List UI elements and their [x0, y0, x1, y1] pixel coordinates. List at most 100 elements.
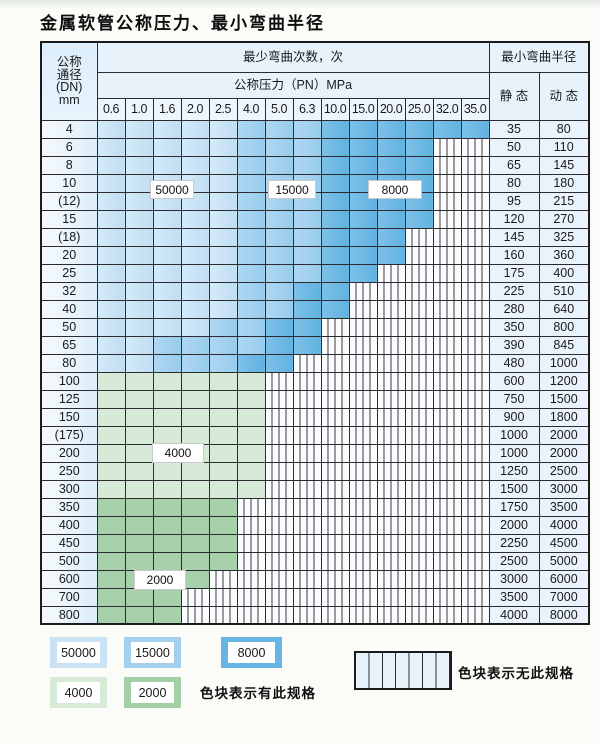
spec-cell — [236, 155, 266, 175]
spec-cell — [432, 605, 462, 625]
spec-cell — [208, 371, 238, 391]
spec-cell — [460, 245, 490, 265]
dynamic-value: 2500 — [538, 461, 590, 481]
spec-cell — [152, 425, 182, 445]
static-value: 1500 — [488, 479, 540, 499]
static-value: 160 — [488, 245, 540, 265]
spec-cell — [96, 281, 126, 301]
legend-has-spec-text: 色块表示有此规格 — [200, 686, 316, 701]
spec-cell — [404, 479, 434, 499]
spec-cell — [348, 587, 378, 607]
static-value: 480 — [488, 353, 540, 373]
spec-cell — [236, 227, 266, 247]
legend-swatch-label: 2000 — [131, 682, 174, 703]
spec-cell — [404, 155, 434, 175]
spec-cell — [292, 209, 322, 229]
spec-cell — [292, 155, 322, 175]
spec-cell — [152, 137, 182, 157]
static-value: 2000 — [488, 515, 540, 535]
spec-cell — [376, 335, 406, 355]
spec-cell — [376, 497, 406, 517]
dn-label: 800 — [40, 605, 98, 625]
spec-cell — [264, 587, 294, 607]
spec-cell — [180, 119, 210, 139]
spec-cell — [404, 407, 434, 427]
dn-label: 65 — [40, 335, 98, 355]
dn-label: 10 — [40, 173, 98, 193]
overlay-label-50000: 50000 — [150, 180, 194, 199]
spec-cell — [236, 263, 266, 283]
spec-cell — [348, 371, 378, 391]
spec-cell — [292, 569, 322, 589]
spec-cell — [432, 245, 462, 265]
spec-cell — [292, 497, 322, 517]
spec-cell — [292, 479, 322, 499]
spec-cell — [152, 551, 182, 571]
spec-cell — [208, 227, 238, 247]
static-value: 225 — [488, 281, 540, 301]
spec-cell — [180, 569, 210, 589]
dn-label: 6 — [40, 137, 98, 157]
spec-cell — [152, 407, 182, 427]
dynamic-value: 145 — [538, 155, 590, 175]
spec-cell — [152, 227, 182, 247]
spec-cell — [152, 155, 182, 175]
dynamic-value: 6000 — [538, 569, 590, 589]
spec-cell — [460, 551, 490, 571]
dn-label: 20 — [40, 245, 98, 265]
spec-cell — [208, 353, 238, 373]
spec-cell — [264, 299, 294, 319]
spec-cell — [208, 281, 238, 301]
spec-cell — [460, 389, 490, 409]
spec-cell — [292, 245, 322, 265]
spec-cell — [320, 335, 350, 355]
dynamic-value: 3000 — [538, 479, 590, 499]
spec-cell — [236, 245, 266, 265]
spec-cell — [236, 407, 266, 427]
spec-cell — [152, 335, 182, 355]
spec-cell — [152, 119, 182, 139]
spec-cell — [124, 515, 154, 535]
table-row: 200 1000 2000 — [40, 443, 590, 463]
spec-cell — [124, 479, 154, 499]
spec-cell — [348, 425, 378, 445]
spec-cell — [460, 155, 490, 175]
spec-cell — [152, 317, 182, 337]
pressure-value: 1.0 — [124, 97, 154, 121]
dynamic-value: 1000 — [538, 353, 590, 373]
table-row: 300 1500 3000 — [40, 479, 590, 499]
static-value: 120 — [488, 209, 540, 229]
spec-cell — [236, 389, 266, 409]
spec-cell — [208, 407, 238, 427]
spec-cell — [236, 209, 266, 229]
spec-cell — [320, 479, 350, 499]
spec-cell — [292, 443, 322, 463]
spec-cell — [124, 443, 154, 463]
spec-cell — [264, 245, 294, 265]
spec-cell — [208, 551, 238, 571]
static-value: 1000 — [488, 425, 540, 445]
spec-cell — [236, 353, 266, 373]
spec-cell — [432, 137, 462, 157]
spec-cell — [460, 569, 490, 589]
spec-cell — [460, 191, 490, 211]
spec-cell — [292, 371, 322, 391]
spec-cell — [96, 479, 126, 499]
spec-cell — [236, 335, 266, 355]
pressure-value: 1.6 — [152, 97, 182, 121]
spec-cell — [264, 137, 294, 157]
spec-cell — [292, 119, 322, 139]
legend-swatch-label: 50000 — [57, 642, 100, 663]
spec-cell — [432, 299, 462, 319]
spec-cell — [460, 317, 490, 337]
spec-cell — [320, 227, 350, 247]
spec-cell — [124, 155, 154, 175]
dn-label: 300 — [40, 479, 98, 499]
spec-cell — [124, 371, 154, 391]
spec-cell — [264, 227, 294, 247]
table-row: 32 225 510 — [40, 281, 590, 301]
spec-cell — [124, 245, 154, 265]
spec-cell — [208, 605, 238, 625]
dynamic-value: 7000 — [538, 587, 590, 607]
overlay-label-15000: 15000 — [268, 180, 316, 199]
